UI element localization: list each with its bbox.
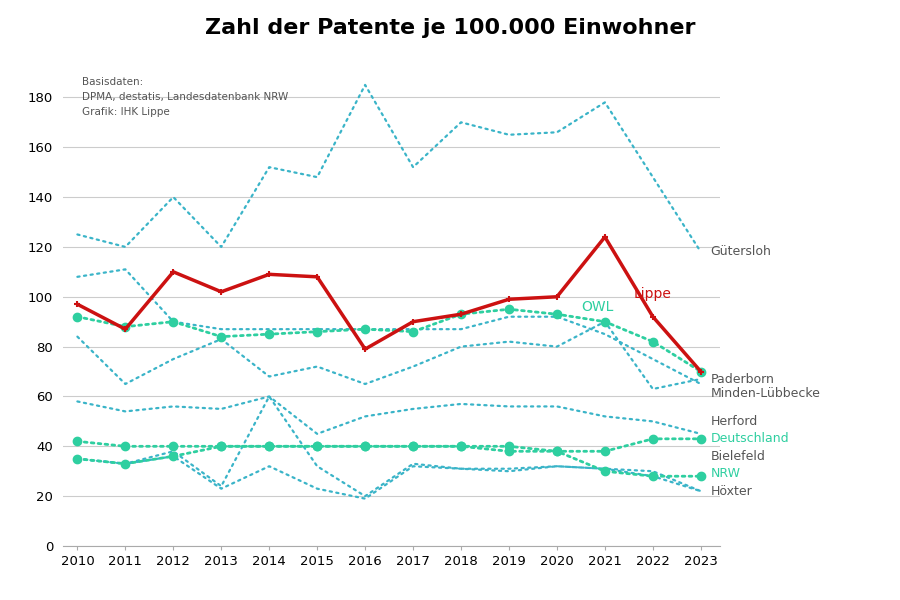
Text: Herford: Herford (710, 415, 758, 428)
Text: Lippe: Lippe (634, 287, 671, 301)
Text: Minden-Lübbecke: Minden-Lübbecke (710, 388, 820, 400)
Text: OWL: OWL (580, 300, 613, 314)
Text: Höxter: Höxter (710, 485, 752, 497)
Text: Zahl der Patente je 100.000 Einwohner: Zahl der Patente je 100.000 Einwohner (205, 18, 695, 38)
Text: Deutschland: Deutschland (710, 433, 789, 445)
Text: Paderborn: Paderborn (710, 373, 774, 386)
Text: NRW: NRW (710, 467, 741, 480)
Text: Gütersloh: Gütersloh (710, 245, 771, 259)
Text: Basisdaten:
DPMA, destatis, Landesdatenbank NRW
Grafik: IHK Lippe: Basisdaten: DPMA, destatis, Landesdatenb… (82, 77, 288, 117)
Text: Bielefeld: Bielefeld (710, 450, 765, 463)
